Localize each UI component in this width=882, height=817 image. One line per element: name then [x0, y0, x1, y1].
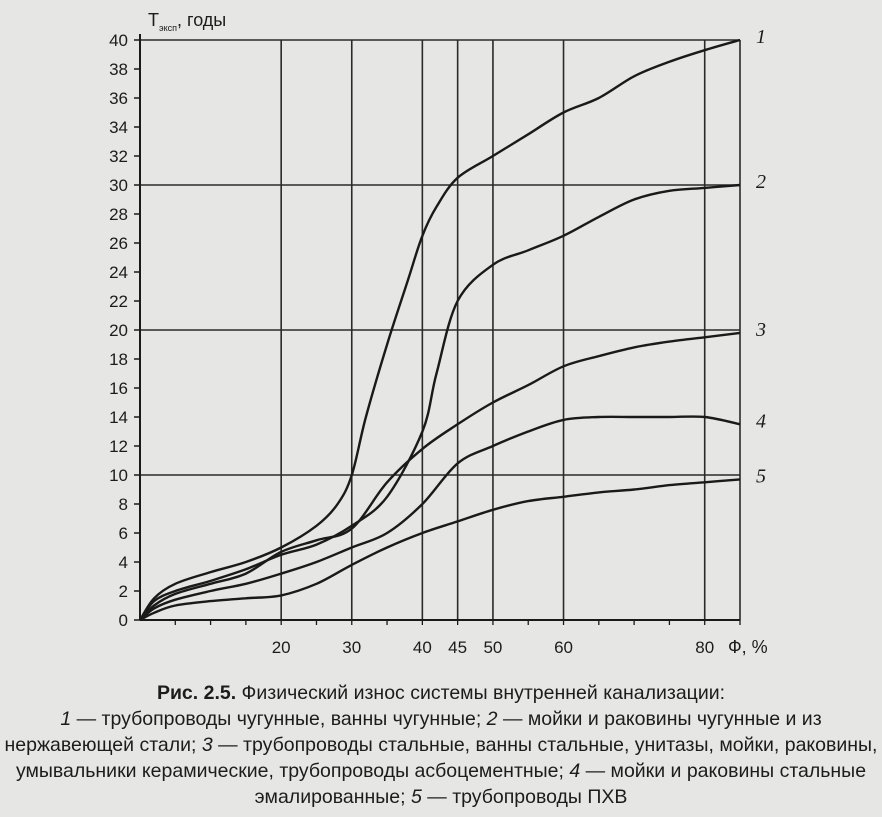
series-line-3: [139, 331, 741, 621]
x-tick-label: 40: [413, 638, 432, 657]
caption-item-text: — мойки и раковины чугунные и из нержаве…: [4, 708, 822, 756]
chart-grid: [140, 39, 741, 620]
x-tick-label: 30: [342, 638, 361, 657]
y-tick-label: 14: [109, 408, 128, 427]
chart-axes: [139, 34, 740, 621]
y-tick-label: 32: [109, 147, 128, 166]
y-tick-label: 26: [109, 234, 128, 253]
x-tick-label: 50: [483, 638, 502, 657]
y-tick-label: 30: [109, 176, 128, 195]
y-tick-label: 6: [119, 524, 128, 543]
y-tick-label: 18: [109, 350, 128, 369]
y-tick-label: 38: [109, 60, 128, 79]
y-tick-label: 28: [109, 205, 128, 224]
series-label-1: 1: [756, 26, 766, 48]
series-label-5: 5: [756, 465, 766, 487]
y-tick-label: 2: [119, 582, 128, 601]
y-tick-label: 34: [109, 118, 128, 137]
x-tick-label: 60: [554, 638, 573, 657]
caption-item-number: 4: [569, 760, 581, 782]
caption-legend-text: 1 — трубопроводы чугунные, ванны чугунны…: [0, 706, 882, 810]
caption-heading: Рис. 2.5. Физический износ системы внутр…: [0, 680, 882, 706]
caption-item-number: 5: [411, 786, 422, 808]
series-labels: 1 2 3 4 5: [755, 26, 766, 487]
chart-series: [138, 38, 741, 622]
caption-item-number: 2: [486, 708, 498, 730]
series-label-2: 2: [756, 171, 766, 193]
x-tick-label: 45: [448, 638, 467, 657]
y-tick-label: 24: [109, 263, 128, 282]
y-tick-label: 8: [119, 495, 128, 514]
series-label-4: 4: [756, 410, 766, 432]
series-label-3: 3: [755, 319, 766, 341]
x-axis-label: Ф, %: [728, 637, 768, 657]
series-line-2: [139, 183, 741, 621]
caption-title: Физический износ системы внутренней кана…: [236, 682, 726, 704]
y-tick-label: 16: [109, 379, 128, 398]
caption-item-text: — мойки и раковины стальные эмалированны…: [254, 760, 867, 808]
y-tick-label: 4: [119, 553, 128, 572]
y-tick-label: 22: [109, 292, 128, 311]
caption-item-text: — трубопроводы стальные, ванны стальные,…: [15, 734, 878, 782]
caption-item-text: — трубопроводы ПХВ: [421, 786, 628, 808]
caption-item-number: 3: [201, 734, 213, 756]
y-tick-label: 36: [109, 89, 128, 108]
x-tick-label: 20: [272, 638, 291, 657]
y-tick-label: 12: [109, 437, 128, 456]
caption-item-text: — трубопроводы чугунные, ванны чугунные;: [71, 708, 487, 730]
y-tick-label: 10: [109, 466, 128, 485]
y-axis-label: Tэксп, годы: [148, 10, 226, 33]
y-tick-label: 20: [109, 321, 128, 340]
series-line-5: [139, 478, 741, 622]
caption-item-number: 1: [60, 708, 72, 730]
y-tick-label: 0: [119, 611, 128, 630]
y-tick-label: 40: [109, 31, 128, 50]
series-line-4: [139, 415, 741, 621]
x-tick-label: 80: [695, 638, 714, 657]
x-axis-ticks: 20 30 40 45 50 60 80: [174, 620, 741, 657]
series-line-1: [138, 38, 741, 621]
figure-caption: Рис. 2.5. Физический износ системы внутр…: [0, 680, 882, 810]
caption-figure-number: Рис. 2.5.: [156, 682, 237, 704]
